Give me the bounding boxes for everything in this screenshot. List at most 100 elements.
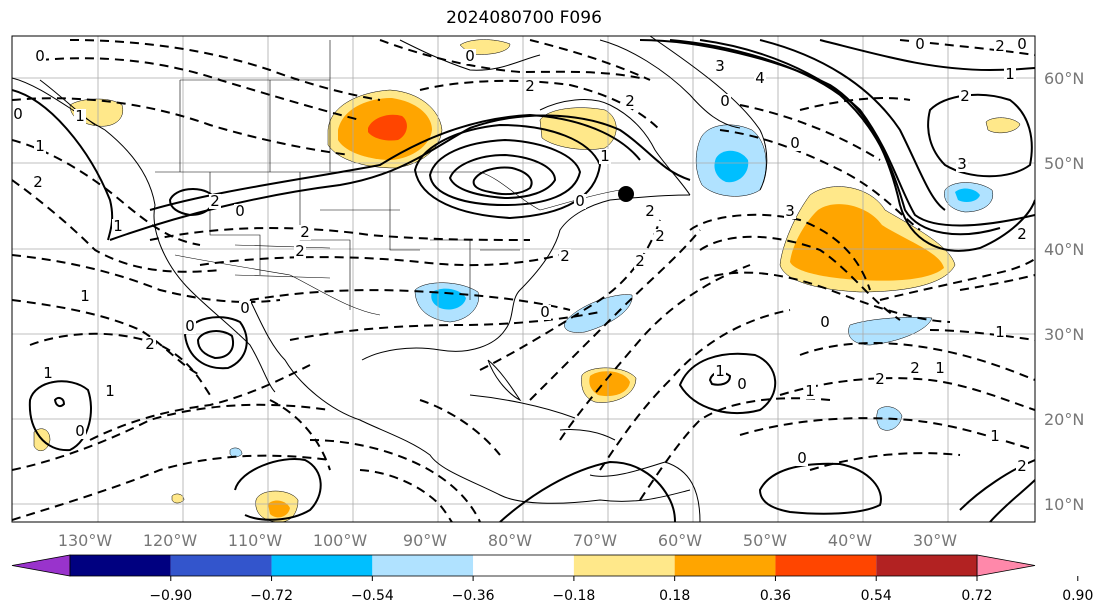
colorbar-tick-label: 0.54 <box>861 588 892 604</box>
contour-label: 2 <box>33 173 43 191</box>
contour-label: 0 <box>540 303 550 321</box>
contour-label: 0 <box>35 47 45 65</box>
contour-label: 0 <box>575 192 585 210</box>
contour-label: 0 <box>1017 35 1027 53</box>
contour-label: 2 <box>560 247 570 265</box>
contour-label: 2 <box>295 242 305 260</box>
lon-label: 30°W <box>913 531 957 550</box>
contour-label: 2 <box>655 227 665 245</box>
coastlines <box>12 36 768 522</box>
contour-label: 0 <box>737 375 747 393</box>
contour-label: 3 <box>785 202 795 220</box>
lat-label: 30°N <box>1044 325 1084 344</box>
contour-label: 2 <box>910 359 920 377</box>
positive-anomaly-hudson <box>539 107 617 150</box>
lon-label: 60°W <box>658 531 702 550</box>
lat-label: 50°N <box>1044 154 1084 173</box>
contour-label: 2 <box>625 92 635 110</box>
colorbar-bin <box>674 555 776 576</box>
contour-label: 0 <box>75 422 85 440</box>
contour-label: 0 <box>13 105 23 123</box>
lat-label: 60°N <box>1044 69 1084 88</box>
lon-label: 40°W <box>828 531 872 550</box>
contour-label: 2 <box>210 192 220 210</box>
lat-label: 20°N <box>1044 410 1084 429</box>
colorbar-bin <box>573 555 675 576</box>
lon-label: 80°W <box>488 531 532 550</box>
contour-label: 0 <box>240 299 250 317</box>
lon-label: 120°W <box>143 531 198 550</box>
lat-label: 10°N <box>1044 495 1084 514</box>
contour-label: 1 <box>80 287 90 305</box>
map-title: 2024080700 F096 <box>446 8 602 28</box>
contour-label: 1 <box>75 107 85 125</box>
contour-label: 1 <box>935 359 945 377</box>
contour-label: 2 <box>645 202 655 220</box>
graticule <box>12 36 1035 522</box>
colorbar-bin <box>775 555 877 576</box>
contour-label: 2 <box>1017 457 1027 475</box>
contour-label: 0 <box>185 317 195 335</box>
colorbar-tick-label: 0.36 <box>760 588 791 604</box>
lon-label: 100°W <box>313 531 368 550</box>
colorbar-tick-label: 0.90 <box>1062 588 1093 604</box>
contour-label: 0 <box>820 313 830 331</box>
contour-label: 1 <box>600 147 610 165</box>
contour-label: 1 <box>113 217 123 235</box>
colorbar-bin <box>70 555 171 576</box>
contour-label: 2 <box>145 335 155 353</box>
contour-label: 3 <box>957 155 967 173</box>
contour-label: 1 <box>1005 65 1015 83</box>
colorbar-tick-label: −0.90 <box>149 588 192 604</box>
lat-label: 40°N <box>1044 240 1084 259</box>
colorbar-tick-label: −0.18 <box>552 588 595 604</box>
contour-label: 1 <box>990 427 1000 445</box>
colorbar-tick-label: −0.72 <box>250 588 293 604</box>
colorbar-bin <box>170 555 272 576</box>
contour-label: 1 <box>43 364 53 382</box>
contour-label: 0 <box>915 35 925 53</box>
contour-label: 0 <box>465 47 475 65</box>
contour-label: 1 <box>805 382 815 400</box>
colorbar-tick-label: 0.18 <box>659 588 690 604</box>
colorbar-bin <box>473 555 574 576</box>
contour-label: 4 <box>755 69 765 87</box>
contour-label: 2 <box>635 252 645 270</box>
colorbar-bin <box>372 555 474 576</box>
contour-label: 0 <box>235 202 245 220</box>
lon-label: 110°W <box>228 531 283 550</box>
contour-label: 0 <box>720 92 730 110</box>
contour-label: 2 <box>300 223 310 241</box>
contour-label: 1 <box>105 382 115 400</box>
latitude-labels: 60°N 50°N 40°N 30°N 20°N 10°N <box>1044 69 1084 514</box>
lon-label: 90°W <box>403 531 447 550</box>
lon-label: 130°W <box>58 531 113 550</box>
contour-label: 0 <box>797 449 807 467</box>
colorbar: −0.90 −0.72 −0.54 −0.36 −0.18 0.18 0.36 0.54 0.7… <box>11 554 1093 604</box>
map-border <box>11 35 1036 523</box>
lon-label: 50°W <box>743 531 787 550</box>
location-marker <box>618 186 634 202</box>
contour-label: 2 <box>875 370 885 388</box>
solid-contours <box>12 39 1035 522</box>
colorbar-bin <box>271 555 373 576</box>
contour-label: 0 <box>790 134 800 152</box>
contour-label: 1 <box>715 362 725 380</box>
contour-label: 3 <box>715 57 725 75</box>
longitude-labels: 130°W 120°W 110°W 100°W 90°W 80°W 70°W 60°W 50°W… <box>58 531 957 550</box>
contour-label: 1 <box>995 323 1005 341</box>
colorbar-extension-high <box>976 554 1036 577</box>
colorbar-extension-low <box>11 554 71 577</box>
political-borders <box>155 40 621 316</box>
lon-label: 70°W <box>573 531 617 550</box>
colorbar-bin <box>876 555 977 576</box>
dashed-contours <box>12 39 1035 522</box>
contour-label: 2 <box>960 87 970 105</box>
colorbar-tick-label: 0.72 <box>961 588 992 604</box>
contour-label: 2 <box>1017 225 1027 243</box>
colorbar-tick-label: −0.54 <box>351 588 394 604</box>
contour-label: 1 <box>35 137 45 155</box>
contour-label: 2 <box>525 77 535 95</box>
